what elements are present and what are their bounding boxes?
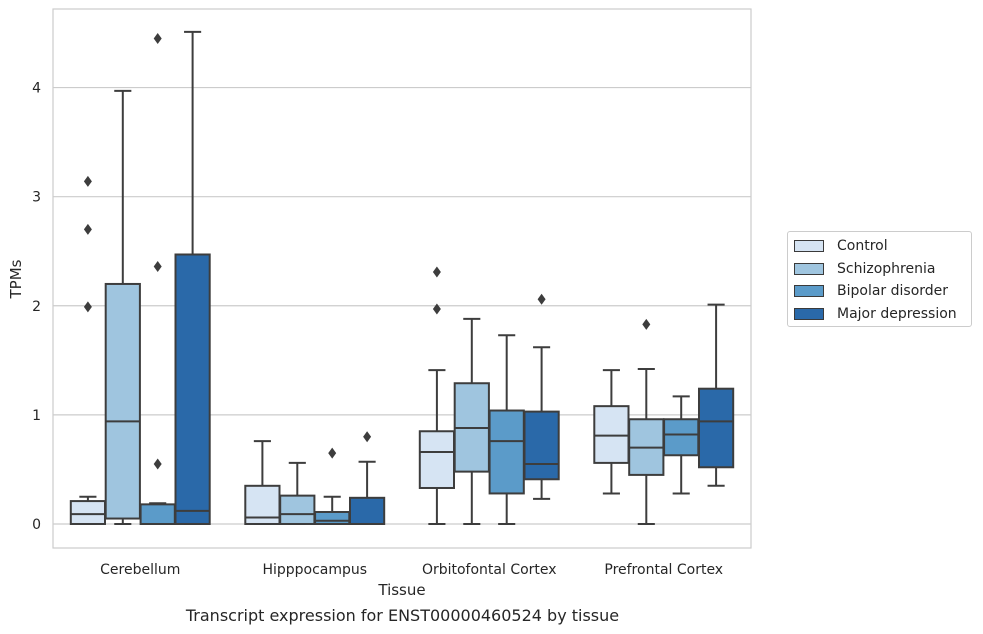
box-body — [104, 282, 141, 520]
plot-frame — [52, 8, 752, 549]
box-body — [314, 510, 351, 525]
legend-swatch — [794, 307, 824, 320]
box-control-0 — [69, 175, 107, 525]
box-body — [593, 405, 630, 464]
box-schizophrenia-3 — [628, 318, 665, 525]
box-bipolar-disorder-0 — [139, 32, 176, 525]
y-tick-label: 2 — [32, 299, 41, 315]
outlier-point — [83, 223, 92, 235]
chart-caption: Transcript expression for ENST0000046052… — [185, 606, 620, 625]
x-tick-label: Orbitofontal Cortex — [422, 562, 557, 578]
outlier-point — [642, 318, 651, 330]
box-major-depression-3 — [697, 303, 735, 487]
box-body — [418, 430, 456, 489]
y-tick-labels: 0 1 2 3 4 — [32, 81, 41, 533]
outlier-point — [432, 303, 441, 315]
x-axis-title: Tissue — [377, 581, 425, 599]
x-tick-labels: Cerebellum Hipppocampus Orbitofontal Corte… — [100, 562, 723, 578]
legend-label: Control — [837, 238, 888, 254]
legend-label: Major depression — [837, 305, 957, 322]
grid-lines — [53, 86, 751, 525]
box-major-depression-1 — [348, 431, 386, 525]
box-body — [348, 496, 386, 525]
outlier-point — [328, 447, 337, 459]
y-tick-label: 4 — [32, 81, 41, 97]
box-body — [488, 409, 525, 495]
box-body — [279, 494, 316, 525]
y-tick-label: 1 — [32, 408, 41, 424]
legend-item-control: Control — [794, 236, 888, 256]
box-major-depression-2 — [523, 293, 560, 500]
legend-label: Bipolar disorder — [837, 283, 949, 299]
legend-swatch — [794, 240, 824, 252]
y-tick-label: 0 — [32, 517, 41, 533]
outlier-point — [153, 32, 162, 44]
outlier-point — [537, 293, 546, 305]
box-schizophrenia-1 — [279, 461, 316, 525]
y-tick-label: 3 — [32, 190, 41, 206]
legend: Control Schizophrenia Bipolar disorder Majo… — [787, 231, 972, 327]
box-control-1 — [244, 440, 281, 525]
box-plots — [69, 30, 735, 525]
x-tick-label: Hipppocampus — [262, 562, 367, 578]
box-major-depression-0 — [174, 30, 211, 525]
outlier-point — [432, 266, 441, 278]
x-tick-label: Cerebellum — [100, 562, 180, 578]
outlier-point — [363, 431, 372, 443]
box-body — [663, 418, 700, 457]
legend-item-major-depression: Major depression — [794, 304, 957, 324]
box-body — [139, 503, 176, 525]
y-axis-title: TPMs — [7, 259, 25, 299]
box-schizophrenia-2 — [453, 317, 490, 525]
legend-swatch — [794, 262, 824, 275]
outlier-point — [153, 260, 162, 272]
box-control-2 — [418, 266, 456, 525]
legend-label: Schizophrenia — [837, 260, 936, 277]
outlier-point — [83, 175, 92, 187]
legend-swatch — [794, 285, 824, 297]
box-bipolar-disorder-2 — [488, 334, 525, 525]
box-control-3 — [593, 369, 630, 495]
box-body — [69, 500, 107, 525]
box-bipolar-disorder-3 — [663, 395, 700, 495]
legend-item-schizophrenia: Schizophrenia — [794, 259, 935, 279]
box-schizophrenia-0 — [104, 89, 141, 525]
box-body — [523, 410, 560, 481]
outlier-point — [83, 301, 92, 313]
outlier-point — [153, 458, 162, 470]
box-body — [697, 387, 735, 469]
legend-item-bipolar-disorder: Bipolar disorder — [794, 281, 948, 301]
x-tick-label: Prefrontal Cortex — [604, 562, 723, 578]
box-bipolar-disorder-1 — [314, 447, 351, 525]
box-body — [174, 253, 211, 525]
